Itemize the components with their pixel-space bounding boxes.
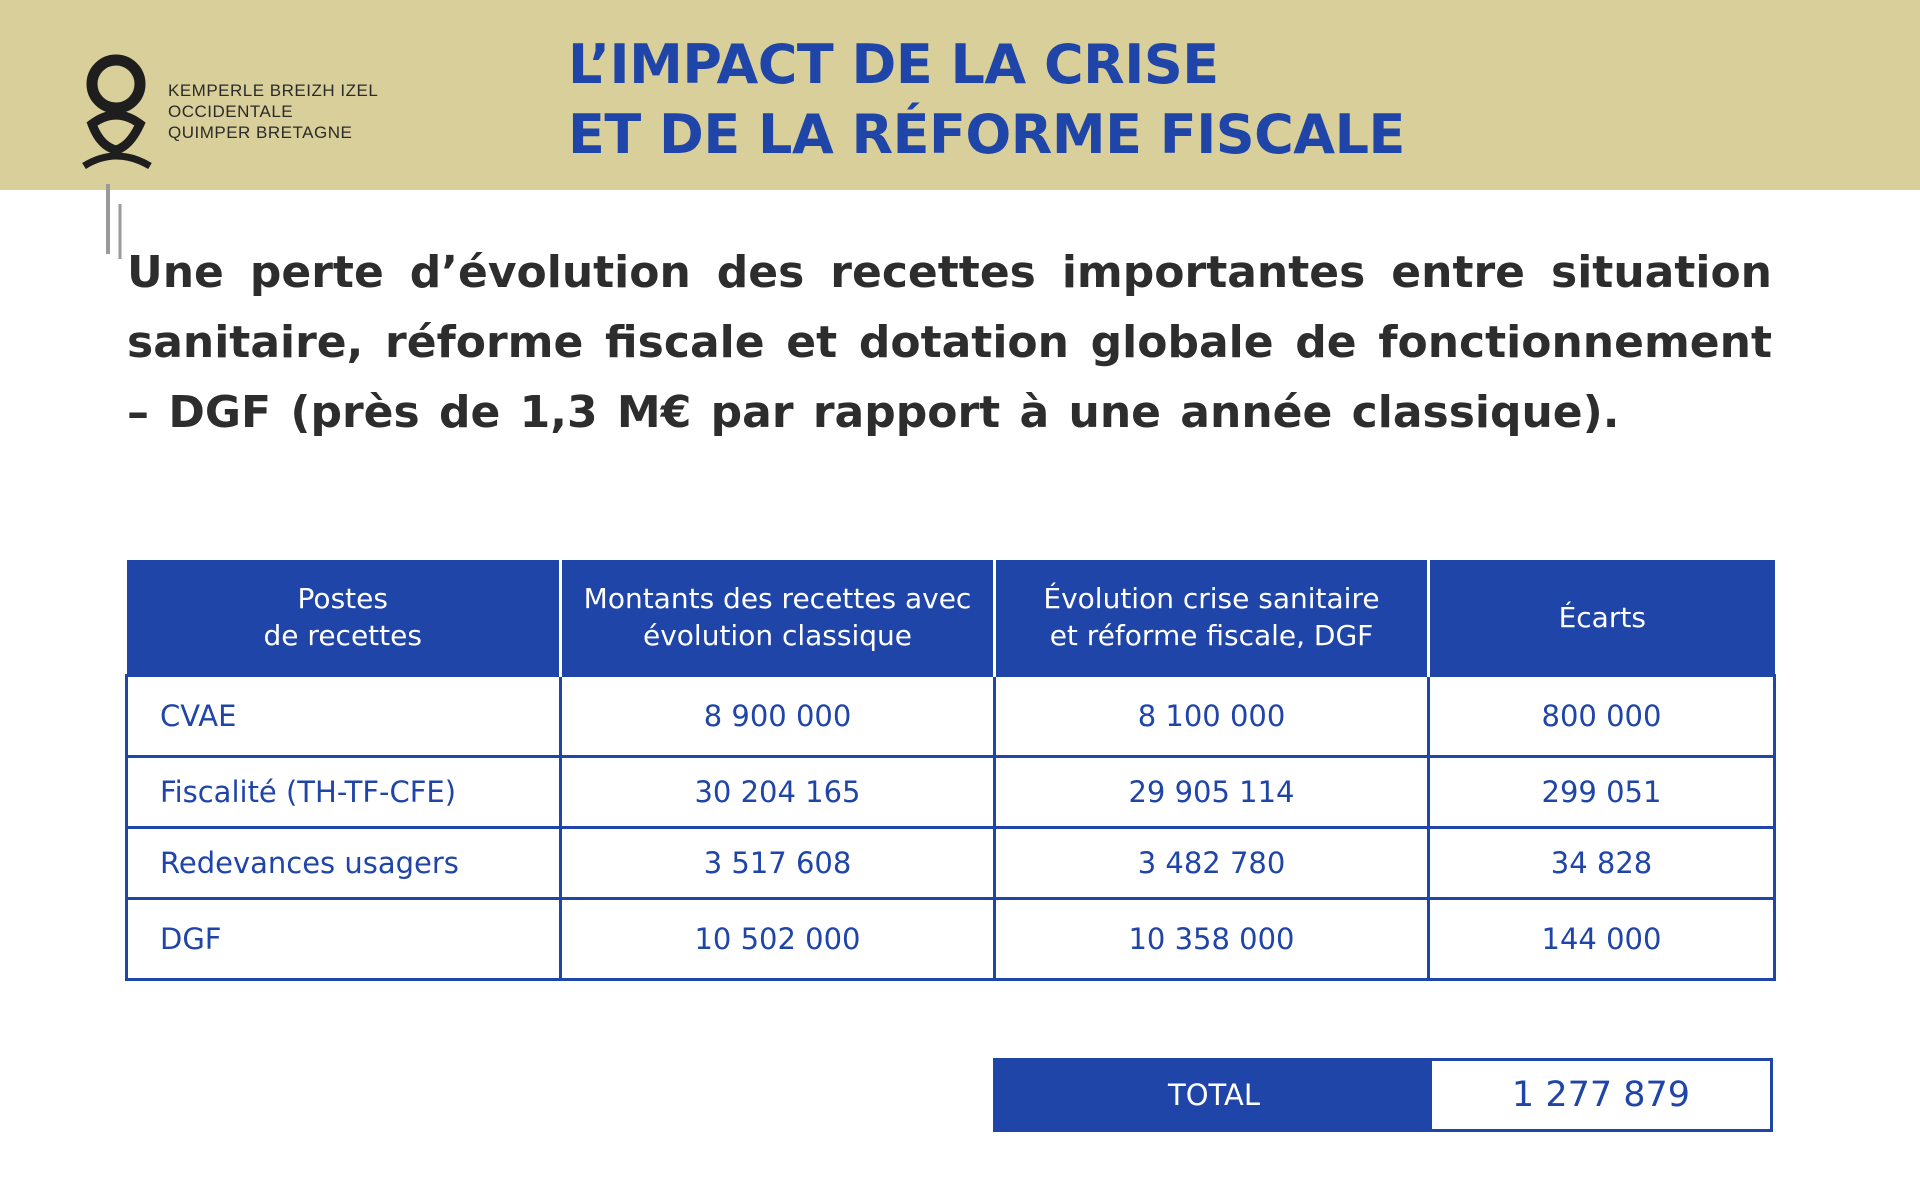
row-montant-classique: 30 204 165 <box>559 755 996 829</box>
total-value: 1 277 879 <box>1432 1061 1770 1129</box>
logo-text-line: KEMPERLE BREIZH IZEL <box>168 81 379 100</box>
header-montants-classiques: Montants des recettes avec évolution clas… <box>559 560 995 676</box>
row-montant-crise: 29 905 114 <box>993 755 1430 829</box>
header-evolution-crise: Évolution crise sanitaire et réforme fisc… <box>993 560 1429 676</box>
header-ecarts: Écarts <box>1427 560 1775 676</box>
row-ecart: 800 000 <box>1427 674 1776 758</box>
table-row: Redevances usagers 3 517 608 3 482 780 3… <box>125 826 1776 900</box>
logo-text-line: QUIMPER BRETAGNE <box>168 123 353 142</box>
header-postes: Postes de recettes <box>126 560 561 676</box>
page-title: L’IMPACT DE LA CRISE ET DE LA RÉFORME FI… <box>568 30 1668 170</box>
row-ecart: 34 828 <box>1427 826 1776 900</box>
header-band <box>0 0 1920 190</box>
logo-text-line: OCCIDENTALE <box>168 102 294 121</box>
row-ecart: 299 051 <box>1427 755 1776 829</box>
row-montant-classique: 10 502 000 <box>559 897 996 981</box>
title-line-2: ET DE LA RÉFORME FISCALE <box>568 103 1405 166</box>
row-poste: DGF <box>125 897 562 981</box>
row-montant-crise: 8 100 000 <box>993 674 1430 758</box>
header-montants-label: Montants des recettes avec évolution clas… <box>583 582 972 652</box>
row-montant-crise: 3 482 780 <box>993 826 1430 900</box>
recettes-table: Postes de recettes Montants des recettes … <box>125 560 1776 981</box>
row-montant-crise: 10 358 000 <box>993 897 1430 981</box>
row-ecart: 144 000 <box>1427 897 1776 981</box>
title-line-1: L’IMPACT DE LA CRISE <box>568 33 1219 96</box>
table-header-row: Postes de recettes Montants des recettes … <box>126 560 1775 676</box>
table-row: DGF 10 502 000 10 358 000 144 000 <box>125 897 1776 981</box>
quimper-bretagne-logo: KEMPERLE BREIZH IZEL OCCIDENTALE QUIMPER… <box>70 50 390 300</box>
intro-paragraph: Une perte d’évolution des recettes impor… <box>127 247 1772 438</box>
logo-mark-icon <box>82 54 152 259</box>
total-box: TOTAL 1 277 879 <box>993 1058 1773 1132</box>
row-poste: CVAE <box>125 674 562 758</box>
table-row: CVAE 8 900 000 8 100 000 800 000 <box>125 674 1776 758</box>
row-montant-classique: 8 900 000 <box>559 674 996 758</box>
table-row: Fiscalité (TH-TF-CFE) 30 204 165 29 905 … <box>125 755 1776 829</box>
row-montant-classique: 3 517 608 <box>559 826 996 900</box>
row-poste: Fiscalité (TH-TF-CFE) <box>125 755 562 829</box>
row-poste: Redevances usagers <box>125 826 562 900</box>
total-label: TOTAL <box>996 1061 1432 1129</box>
logo-text-block: KEMPERLE BREIZH IZEL OCCIDENTALE QUIMPER… <box>168 80 388 143</box>
header-postes-label: Postes de recettes <box>263 582 422 652</box>
header-evolution-label: Évolution crise sanitaire et réforme fisc… <box>1043 582 1380 652</box>
header-ecarts-label: Écarts <box>1558 600 1646 634</box>
